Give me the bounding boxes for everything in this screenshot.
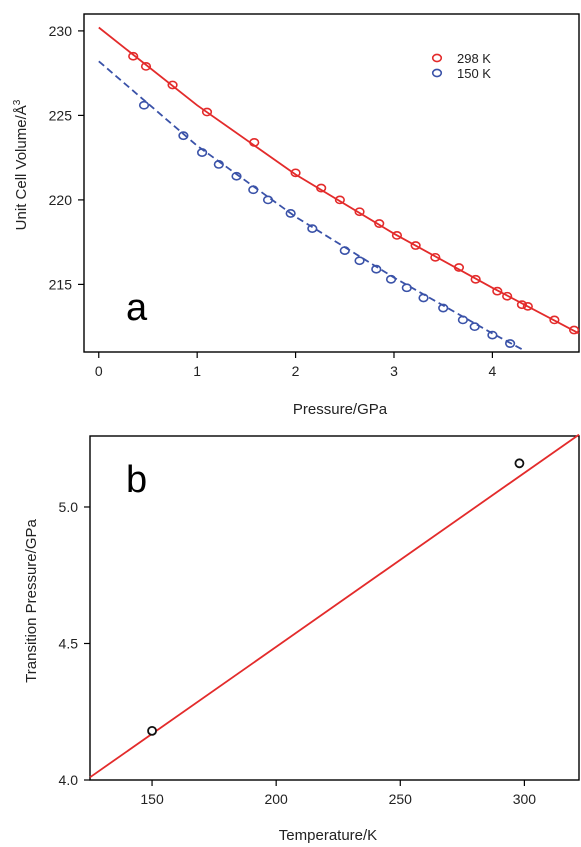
panel-a-data-point	[140, 61, 152, 71]
panel-a-plot-frame	[83, 13, 580, 353]
panel-a-data-point	[469, 322, 480, 332]
panel-a-x-tick-label: 4	[489, 363, 497, 379]
panel-a-x-tick-label: 3	[390, 363, 398, 379]
panel-a-data-point	[339, 246, 350, 255]
panel-a-data-point	[522, 301, 533, 311]
panel-a-data-point	[231, 171, 242, 181]
panel-b-fit-line	[89, 433, 580, 779]
panel-a-y-axis: 215 220 225 230	[49, 23, 84, 292]
panel-a-data-point	[374, 219, 385, 228]
panel-a-data-point	[505, 339, 516, 348]
panel-a-data-point	[354, 207, 365, 217]
panel-a-data-point	[430, 252, 441, 262]
panel-b-plot-area	[89, 433, 580, 779]
panel-a-data-point	[470, 274, 481, 284]
panel-a-data-point	[385, 274, 397, 284]
panel-a-x-axis: 0 1 2 3 4	[95, 352, 497, 379]
panel-b-y-tick-label: 4.5	[59, 635, 79, 651]
panel-b-letter: b	[126, 459, 147, 501]
panel-a-data-point	[307, 224, 318, 234]
panel-a-x-axis-title: Pressure/GPa	[293, 401, 388, 418]
panel-b-x-tick-label: 250	[389, 791, 413, 807]
panel-a-data-point	[167, 80, 178, 90]
panel-a-data-point	[516, 300, 528, 310]
panel-b-y-axis-title: Transition Pressure/GPa	[23, 519, 40, 683]
panel-a-data-point	[410, 241, 421, 250]
panel-a-data-point	[248, 185, 259, 195]
panel-a-letter: a	[126, 287, 148, 329]
panel-a-data-point	[249, 138, 260, 147]
panel-a-data-point	[492, 286, 503, 296]
panel-a-x-tick-label: 1	[193, 363, 201, 379]
panel-a: 0 1 2 3 4 215 220 225 230 a Pressure/GPa Unit C…	[12, 13, 580, 418]
panel-a-data-point	[502, 291, 513, 301]
panel-a-data-point	[316, 183, 327, 193]
panel-a-data-point	[290, 168, 301, 178]
panel-a-data-point	[213, 160, 224, 169]
panel-b-x-axis: 150 200 250 300	[140, 780, 536, 807]
panel-a-y-tick-label: 220	[49, 192, 73, 208]
panel-b-x-axis-title: Temperature/K	[279, 827, 377, 844]
panel-a-x-tick-label: 2	[292, 363, 300, 379]
panel-b-y-tick-label: 4.0	[59, 772, 79, 788]
panel-a-data-point	[285, 209, 296, 218]
panel-a-data-point	[418, 293, 429, 303]
panel-b-data-point	[147, 725, 157, 736]
panel-a-data-point	[334, 195, 345, 205]
panel-a-y-tick-label: 225	[49, 107, 73, 123]
panel-b-x-tick-label: 150	[140, 791, 164, 807]
panel-a-y-axis-title: Unit Cell Volume/Å3	[12, 99, 30, 230]
legend-marker-1	[431, 68, 443, 78]
panel-a-data-point	[438, 303, 449, 313]
panel-a-data-point	[371, 264, 382, 274]
panel-a-data-point	[138, 100, 150, 110]
panel-a-y-tick-label: 215	[49, 276, 73, 292]
panel-b: 150 200 250 300 4.0 4.5 5.0 b Temperature/K T…	[23, 433, 580, 844]
panel-a-data-point	[401, 283, 412, 293]
panel-a-plot-area	[98, 26, 580, 352]
panel-a-data-point	[549, 315, 560, 325]
panel-a-data-point	[568, 325, 580, 335]
panel-b-x-tick-label: 200	[264, 791, 288, 807]
legend-label-0: 298 K	[457, 51, 491, 66]
panel-b-x-tick-label: 300	[513, 791, 537, 807]
panel-a-data-point	[354, 256, 365, 266]
panel-a-data-point	[453, 263, 465, 272]
panel-a-y-axis-title-superscript: 3	[12, 99, 23, 105]
legend-marker-0	[431, 53, 443, 63]
panel-a-fit-line-1	[98, 60, 525, 352]
panel-b-data-point	[514, 458, 525, 469]
panel-b-y-tick-label: 5.0	[59, 499, 79, 515]
panel-a-data-point	[196, 148, 208, 157]
legend-label-1: 150 K	[457, 66, 491, 81]
panel-a-x-tick-label: 0	[95, 363, 103, 379]
panel-a-data-point	[487, 330, 498, 340]
panel-a-data-point	[201, 107, 213, 117]
panel-b-y-axis: 4.0 4.5 5.0	[59, 499, 90, 788]
panel-a-data-point	[262, 195, 274, 205]
panel-a-y-tick-label: 230	[49, 23, 73, 39]
panel-b-plot-frame	[89, 435, 580, 781]
panel-a-data-point	[178, 131, 189, 141]
panel-a-data-point	[128, 51, 139, 61]
panel-a-data-point	[457, 315, 468, 325]
panel-a-data-point	[391, 230, 403, 240]
panel-a-fit-line-0	[98, 26, 580, 335]
